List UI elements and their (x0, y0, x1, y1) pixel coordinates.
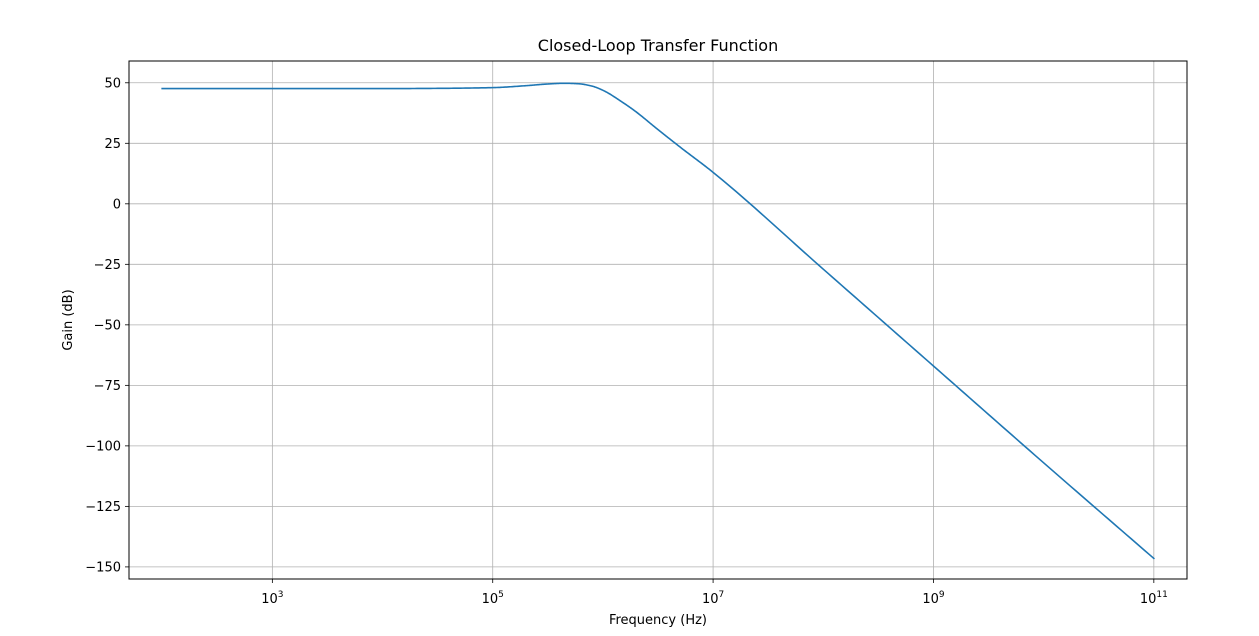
plot-series (161, 82, 1155, 560)
x-tick-label: 103 (261, 590, 283, 607)
x-tick-base: 10 (702, 592, 719, 607)
x-tick-exponent: 11 (1156, 590, 1167, 600)
x-tick-base: 10 (261, 592, 278, 607)
x-axis-ticks: 103 105 107 109 1011 (261, 579, 1168, 607)
x-tick-base: 10 (922, 592, 939, 607)
x-axis-label: Frequency (Hz) (609, 613, 707, 628)
y-tick-label: 25 (104, 137, 121, 152)
y-tick-label: 0 (113, 197, 121, 212)
y-axis-ticks: 50 25 0 −25 −50 −75 −100 −125 −150 (85, 76, 129, 575)
y-tick-label: −100 (85, 439, 121, 454)
x-tick-base: 10 (482, 592, 499, 607)
y-tick-label: −25 (94, 258, 121, 273)
y-tick-label: −75 (94, 379, 121, 394)
gain-curve (161, 82, 1155, 560)
x-tick-label: 1011 (1140, 590, 1168, 607)
x-tick-exponent: 7 (718, 590, 724, 600)
x-tick-label: 109 (922, 590, 945, 607)
grid-lines (129, 61, 1187, 579)
x-tick-exponent: 9 (939, 590, 945, 600)
y-tick-label: −50 (94, 318, 121, 333)
x-tick-label: 107 (702, 590, 724, 607)
y-tick-label: 50 (104, 76, 121, 91)
y-tick-label: −150 (85, 560, 121, 575)
plot-area-frame (128, 60, 1188, 580)
x-tick-label: 105 (482, 590, 504, 607)
x-tick-exponent: 5 (498, 590, 504, 600)
x-tick-exponent: 3 (278, 590, 284, 600)
y-axis-label: Gain (dB) (61, 289, 76, 350)
chart-title: Closed-Loop Transfer Function (538, 36, 778, 55)
y-tick-label: −125 (85, 500, 121, 515)
x-tick-base: 10 (1140, 592, 1157, 607)
